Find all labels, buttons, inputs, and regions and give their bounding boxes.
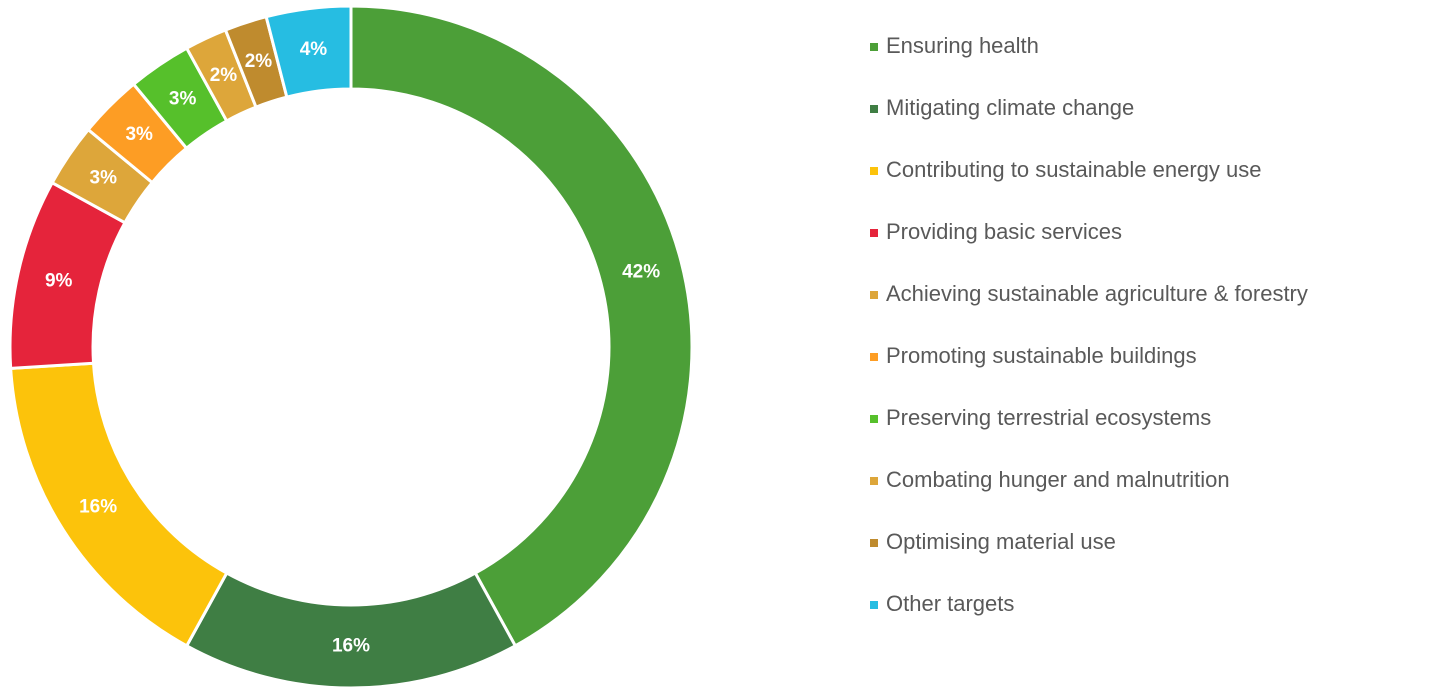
legend-label: Mitigating climate change: [886, 95, 1134, 120]
donut-slice: [184, 571, 518, 688]
value-label: 3%: [169, 88, 197, 109]
legend-label: Providing basic services: [886, 219, 1122, 244]
value-label: 3%: [125, 124, 153, 145]
legend-label: Ensuring health: [886, 33, 1039, 58]
legend-label: Promoting sustainable buildings: [886, 343, 1197, 368]
legend-swatch: [870, 167, 878, 175]
legend-swatch: [870, 105, 878, 113]
value-label: 16%: [332, 636, 370, 657]
legend-swatch: [870, 291, 878, 299]
value-label: 9%: [45, 271, 73, 292]
legend-label: Optimising material use: [886, 529, 1116, 554]
legend-label: Preserving terrestrial ecosystems: [886, 405, 1211, 430]
legend-label: Contributing to sustainable energy use: [886, 157, 1261, 182]
legend-swatch: [870, 229, 878, 237]
legend-swatch: [870, 353, 878, 361]
donut-slice: [264, 4, 353, 99]
value-label: 2%: [245, 51, 273, 72]
donut-slice: [349, 4, 694, 648]
value-label: 2%: [210, 65, 238, 86]
legend-swatch: [870, 539, 878, 547]
legend-label: Combating hunger and malnutrition: [886, 467, 1230, 492]
legend-swatch: [870, 415, 878, 423]
donut-slice: [9, 361, 229, 648]
value-label: 42%: [622, 262, 660, 283]
legend-swatch: [870, 477, 878, 485]
legend-label: Other targets: [886, 591, 1014, 616]
value-label: 16%: [79, 496, 117, 517]
value-label: 3%: [90, 168, 118, 189]
value-label: 4%: [300, 39, 328, 60]
legend-label: Achieving sustainable agriculture & fore…: [886, 281, 1308, 306]
legend-swatch: [870, 601, 878, 609]
legend-swatch: [870, 43, 878, 51]
